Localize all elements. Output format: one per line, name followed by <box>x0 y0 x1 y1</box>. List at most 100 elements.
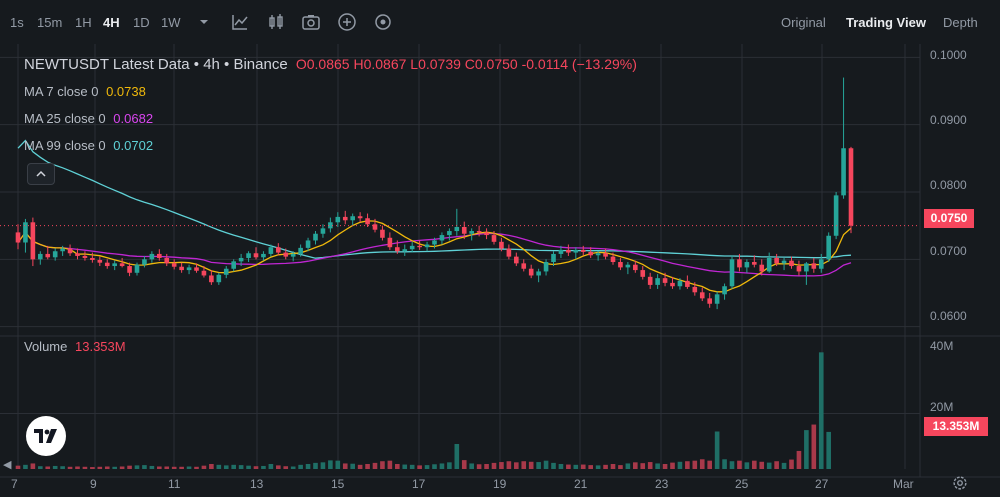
candle-body <box>640 270 646 277</box>
candle-type-icon[interactable] <box>266 12 286 32</box>
volume-bar <box>625 463 631 469</box>
volume-bar <box>729 461 735 469</box>
ma99-legend[interactable]: MA 99 close 0 0.0702 <box>24 138 153 153</box>
candle-body <box>149 253 155 260</box>
volume-bar <box>15 465 21 469</box>
price-tick-label: 0.1000 <box>930 48 967 62</box>
candle-body <box>476 231 482 233</box>
volume-bar <box>514 462 519 469</box>
chevron-down-icon[interactable] <box>194 12 214 32</box>
date-tick-label: 7 <box>11 477 18 491</box>
candle-body <box>543 262 549 272</box>
ma7-label: MA 7 close 0 <box>24 84 99 99</box>
candle-body <box>201 270 207 276</box>
candle-body <box>290 253 296 257</box>
indicators-icon[interactable] <box>230 12 250 32</box>
chart-settings-gear-icon[interactable] <box>951 474 969 492</box>
volume-bar <box>186 466 192 469</box>
tab-depth[interactable]: Depth <box>943 15 978 30</box>
candle-body <box>625 264 631 268</box>
volume-bar <box>365 464 370 469</box>
candle-body <box>30 222 36 260</box>
volume-bar <box>707 460 712 469</box>
candle-body <box>127 266 132 273</box>
candle-body <box>112 263 117 267</box>
candle-body <box>707 298 712 304</box>
candle-body <box>484 232 489 236</box>
volume-bar <box>774 461 779 469</box>
collapse-legend-button[interactable] <box>27 163 55 185</box>
candlestick-chart[interactable] <box>0 44 1000 497</box>
volume-bar <box>342 463 348 469</box>
candle-body <box>90 257 95 260</box>
settings-icon[interactable] <box>373 12 393 32</box>
tradingview-logo[interactable] <box>26 416 66 456</box>
date-tick-label: 13 <box>250 477 264 491</box>
candle-body <box>514 256 519 264</box>
volume-bar <box>357 464 363 469</box>
tradingview-icon <box>34 429 57 443</box>
current-volume-tag: 13.353M <box>924 417 988 436</box>
volume-value: 13.353M <box>75 339 126 354</box>
candle-body <box>209 275 214 283</box>
volume-bar <box>521 461 527 469</box>
volume-bar <box>171 466 177 469</box>
candle-body <box>298 247 303 254</box>
volume-bar <box>610 464 616 469</box>
ma25-legend[interactable]: MA 25 close 0 0.0682 <box>24 111 153 126</box>
candle-body <box>268 247 274 254</box>
volume-bar <box>759 461 765 469</box>
volume-bar <box>134 465 140 469</box>
volume-bar <box>276 465 281 469</box>
candle-body <box>305 240 311 248</box>
volume-bar <box>112 466 117 469</box>
timeframe-4h[interactable]: 4H <box>103 15 120 30</box>
volume-bar <box>804 430 809 469</box>
candle-body <box>677 280 683 287</box>
add-icon[interactable] <box>337 12 357 32</box>
volume-label: Volume <box>24 339 68 354</box>
price-tick-label: 0.0900 <box>930 113 967 127</box>
ma7-legend[interactable]: MA 7 close 0 0.0738 <box>24 84 146 99</box>
candle-body <box>171 263 177 267</box>
candle-body <box>342 216 348 221</box>
candle-body <box>603 253 608 257</box>
candle-body <box>454 227 460 232</box>
timeframe-1w[interactable]: 1W <box>161 15 181 30</box>
scroll-left-icon[interactable]: ◀ <box>3 459 12 471</box>
candle-body <box>60 248 65 252</box>
timeframe-1d[interactable]: 1D <box>133 15 150 30</box>
volume-bar <box>536 462 541 469</box>
volume-bar <box>789 459 794 469</box>
tab-trading-view[interactable]: Trading View <box>846 15 926 30</box>
volume-bar <box>82 466 88 469</box>
volume-bar <box>677 461 683 469</box>
camera-icon[interactable] <box>301 12 321 32</box>
candle-body <box>796 266 802 272</box>
ma7-value: 0.0738 <box>106 84 146 99</box>
candle-body <box>350 216 355 221</box>
candle-body <box>781 260 787 264</box>
chart-toolbar: 1s 15m 1H 4H 1D 1W Original Trading View… <box>0 0 1000 44</box>
volume-bar <box>491 462 497 469</box>
candle-body <box>536 271 541 276</box>
volume-bar <box>320 462 326 469</box>
timeframe-1h[interactable]: 1H <box>75 15 92 30</box>
timeframe-15m[interactable]: 15m <box>37 15 63 30</box>
volume-bar <box>580 464 586 469</box>
volume-bar <box>149 465 155 469</box>
volume-bar <box>766 462 772 469</box>
timeframe-1s[interactable]: 1s <box>10 15 24 30</box>
candle-body <box>766 257 772 272</box>
volume-bar <box>818 352 824 469</box>
candle-body <box>804 263 809 272</box>
volume-bar <box>290 466 296 469</box>
volume-bar <box>395 464 400 469</box>
tab-original[interactable]: Original <box>781 15 826 30</box>
candle-body <box>387 237 393 248</box>
date-tick-label: 23 <box>655 477 669 491</box>
volume-bar <box>142 465 147 469</box>
volume-bar <box>216 464 222 469</box>
volume-bar <box>223 465 229 469</box>
volume-bar <box>811 424 817 469</box>
